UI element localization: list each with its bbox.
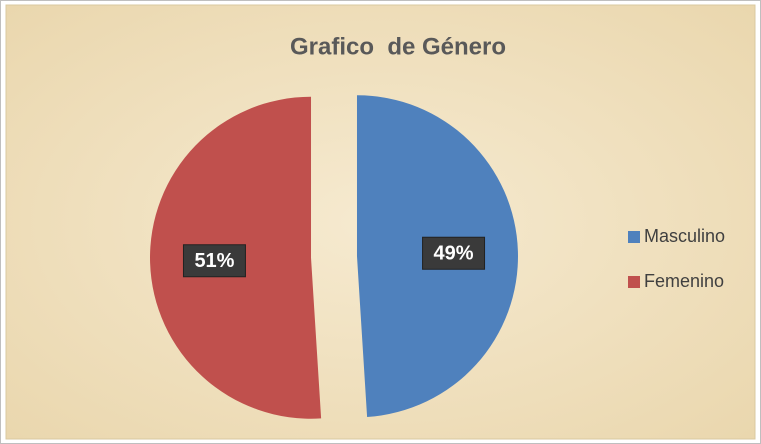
legend-label: Femenino <box>644 271 724 291</box>
data-label: 49% <box>434 243 474 265</box>
chart-title: Grafico de Género <box>290 33 506 60</box>
data-label-box <box>182 244 246 278</box>
legend-swatch <box>628 276 640 288</box>
data-label-box <box>422 236 486 270</box>
data-label: 51% <box>194 250 234 272</box>
legend-swatch <box>628 231 640 243</box>
legend-label: Masculino <box>644 226 725 246</box>
